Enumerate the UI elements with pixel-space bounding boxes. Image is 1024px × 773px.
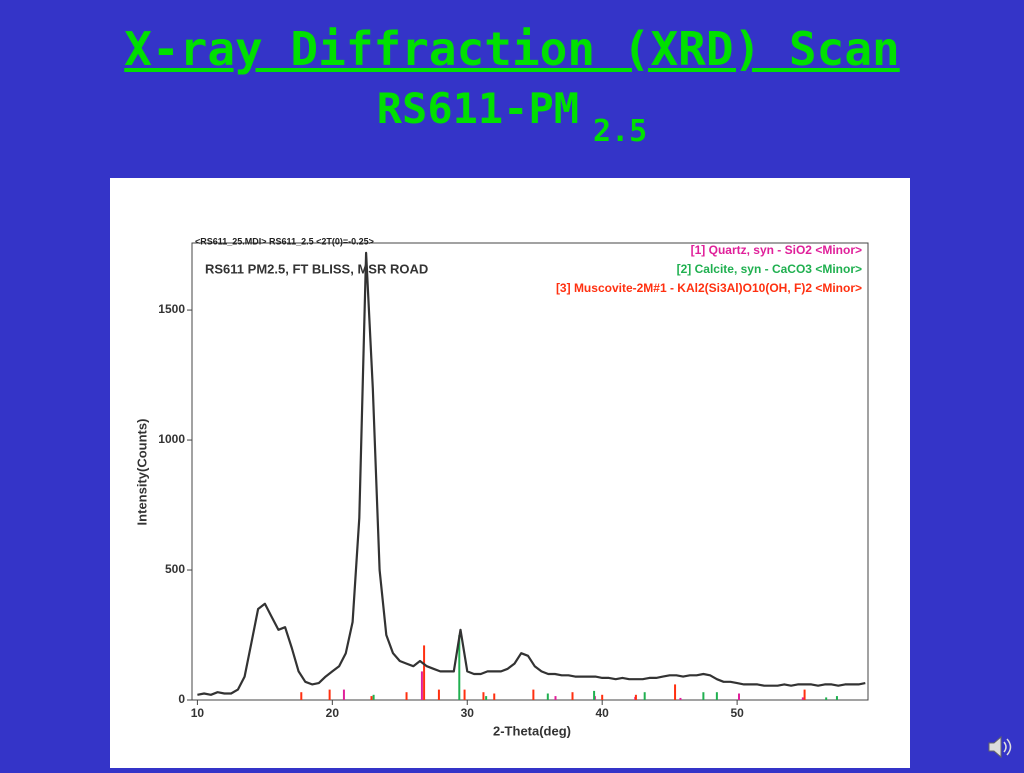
x-tick-label: 40 (596, 706, 610, 720)
chart-header: <RS611_25.MDI> RS611_2.5 <2T(0)=-0.25> (195, 236, 374, 246)
legend-entry: [2] Calcite, syn - CaCO3 <Minor> (677, 262, 862, 276)
y-tick-label: 500 (165, 562, 185, 576)
x-tick-label: 20 (326, 706, 340, 720)
slide-subscript: 2.5 (593, 114, 648, 149)
speaker-icon[interactable] (985, 732, 1015, 762)
annotation: RS611 PM2.5, FT BLISS, MSR ROAD (205, 261, 428, 276)
slide-subtitle-row: RS611-PM 2.5 (0, 84, 1024, 149)
legend-entry: [1] Quartz, syn - SiO2 <Minor> (691, 243, 862, 257)
plot-frame (191, 242, 869, 701)
speaker-waves (1003, 738, 1012, 756)
x-tick-label: 30 (461, 706, 475, 720)
y-tick-label: 1000 (158, 432, 185, 446)
x-axis-label: 2-Theta(deg) (493, 723, 571, 738)
chart: <RS611_25.MDI> RS611_2.5 <2T(0)=-0.25> R… (134, 236, 869, 738)
x-tick-label: 10 (191, 706, 205, 720)
scan-line (197, 251, 866, 696)
slide-title: X-ray Diffraction (XRD) Scan (124, 22, 900, 76)
y-axis-label: Intensity(Counts) (134, 419, 149, 526)
speaker-body (988, 735, 1002, 759)
chart-panel: <RS611_25.MDI> RS611_2.5 <2T(0)=-0.25> R… (110, 178, 910, 768)
x-tick-label: 50 (730, 706, 744, 720)
legend-entry: [3] Muscovite-2M#1 - KAl2(Si3Al)O10(OH, … (556, 281, 862, 295)
slide-subtitle: RS611-PM (376, 84, 580, 133)
y-tick-label: 0 (178, 692, 185, 706)
y-tick-label: 1500 (158, 302, 185, 316)
